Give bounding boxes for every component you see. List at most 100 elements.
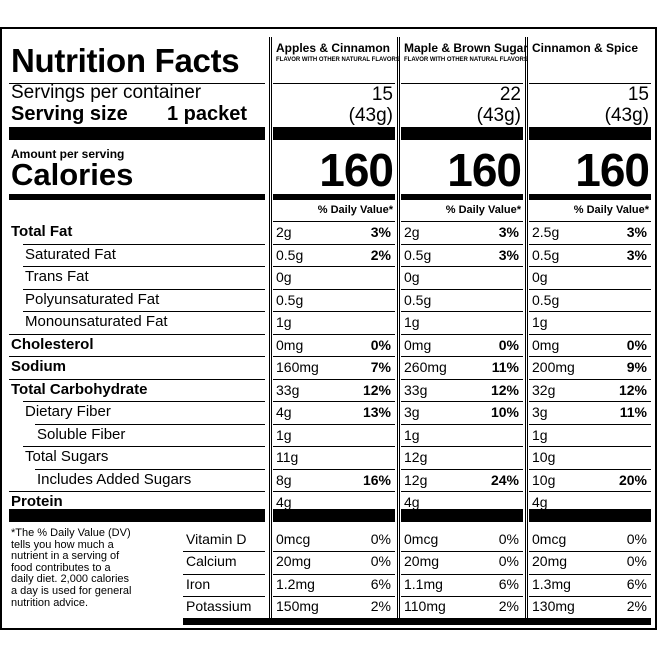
vitamin-daily-value: 0%: [498, 531, 519, 547]
nutrient-daily-value: 9%: [626, 359, 647, 375]
column-flavor-subtitle: FLAVOR WITH OTHER NATURAL FLAVORS: [404, 57, 528, 63]
calories-label: Calories: [11, 157, 134, 192]
column-flavor-name: Maple & Brown Sugar: [404, 41, 529, 55]
column-servings: 22: [499, 84, 521, 105]
column-row-divider: [401, 446, 523, 447]
column-row-divider: [401, 311, 523, 312]
nutrient-amount: 0mg: [404, 336, 432, 353]
row-divider: [35, 468, 265, 470]
vitamin-amount: 130mg: [532, 597, 575, 614]
column-thick-bar-1: [401, 127, 523, 140]
nutrient-daily-value: 3%: [626, 224, 647, 240]
nutrient-amount: 0g: [276, 269, 292, 285]
vitamin-name: Potassium: [186, 597, 252, 614]
amount-per-serving: Amount per serving: [11, 147, 125, 161]
column-vitamin-divider: [529, 595, 651, 597]
column-row-divider: [529, 401, 651, 402]
nutrient-daily-value: 7%: [370, 359, 391, 375]
nutrient-daily-value: 3%: [626, 246, 647, 263]
column-vitamin-divider: [529, 551, 651, 553]
footnote-line: *The % Daily Value (DV): [11, 527, 131, 539]
column-row-divider: [273, 446, 395, 447]
vitamin-amount: 20mg: [404, 553, 440, 570]
column-row-divider: [401, 288, 523, 290]
column-row-divider: [401, 468, 523, 470]
servings-label: Servings per container: [11, 82, 202, 103]
row-divider: [23, 288, 265, 290]
nutrient-daily-value: 12%: [490, 381, 519, 398]
column-row-divider: [529, 423, 651, 425]
nutrient-amount: 260mg: [404, 359, 447, 375]
column-daily-value-header: % Daily Value*: [317, 204, 393, 216]
bottom-bar: [183, 618, 651, 625]
vitamin-amount: 1.3mg: [532, 575, 571, 592]
nutrient-amount: 33g: [404, 381, 428, 398]
nutrition-facts-panel: Nutrition Facts Servings per container S…: [0, 27, 657, 630]
column-row-divider: [401, 333, 523, 335]
vitamin-daily-value: 0%: [498, 553, 519, 570]
column-header-divider: [401, 83, 523, 84]
nutrient-daily-value: 0%: [370, 336, 391, 353]
column-flavor-name: Apples & Cinnamon: [276, 41, 391, 55]
column-vitamin-divider: [401, 551, 523, 553]
nutrient-daily-value: 12%: [362, 381, 391, 398]
column-servings: 15: [371, 84, 393, 105]
nutrient-amount: 1g: [532, 314, 548, 330]
column-row-divider: [529, 446, 651, 447]
column-header-divider: [529, 83, 651, 84]
column-serving-size: (43g): [604, 105, 649, 126]
nutrient-amount: 160mg: [276, 359, 319, 375]
column-daily-value-header: % Daily Value*: [445, 204, 521, 216]
nutrient-amount: 0.5g: [532, 246, 560, 263]
column-flavor-subtitle: FLAVOR WITH OTHER NATURAL FLAVORS: [276, 57, 400, 63]
column-daily-value-header: % Daily Value*: [573, 204, 649, 216]
nutrient-amount: 4g: [276, 494, 292, 510]
column-servings: 15: [627, 84, 649, 105]
nutrient-daily-value: 16%: [362, 471, 391, 488]
column-calories: 160: [447, 144, 522, 196]
nutrient-name: Dietary Fiber: [25, 403, 111, 420]
footnote-line: tells you how much a: [11, 538, 114, 551]
vitamin-daily-value: 6%: [626, 575, 647, 592]
footnote-line: a day is used for general: [11, 585, 132, 597]
column-serving-size: (43g): [476, 105, 521, 126]
nutrient-daily-value: 2%: [370, 246, 391, 263]
footnote-line: food contributes to a: [11, 561, 111, 574]
nutrient-amount: 0g: [404, 269, 420, 285]
column-calories: 160: [575, 144, 650, 196]
nutrient-daily-value: 13%: [362, 404, 391, 420]
column-row-divider: [273, 356, 395, 357]
nutrient-amount: 0.5g: [276, 291, 304, 308]
nutrient-name: Saturated Fat: [25, 245, 116, 263]
nutrient-amount: 3g: [532, 404, 548, 420]
column-calories: 160: [319, 144, 394, 196]
vitamin-daily-value: 6%: [498, 575, 519, 592]
nutrient-amount: 11g: [276, 449, 299, 465]
column-row-divider: [273, 243, 395, 245]
column-thick-bar-2: [529, 194, 651, 200]
nutrient-daily-value: 3%: [370, 224, 391, 240]
nutrient-amount: 0mg: [532, 336, 560, 353]
nutrient-name: Total Fat: [11, 223, 73, 240]
column-row-divider: [273, 221, 395, 222]
column-vitamin-divider: [401, 595, 523, 597]
row-divider: [9, 378, 265, 380]
row-divider: [9, 491, 265, 492]
vitamin-daily-value: 2%: [370, 597, 391, 614]
nutrient-amount: 0g: [532, 269, 548, 285]
footnote-line: nutrition advice.: [11, 596, 89, 609]
nutrient-amount: 10g: [532, 471, 556, 488]
footnote-line: nutrient in a serving of: [11, 550, 120, 563]
row-divider: [23, 243, 265, 245]
nutrient-name: Protein: [11, 493, 63, 510]
nutrient-amount: 0.5g: [276, 246, 304, 263]
column-row-divider: [529, 468, 651, 470]
nutrient-amount: 12g: [404, 471, 428, 488]
column-row-divider: [529, 378, 651, 380]
column-row-divider: [273, 401, 395, 402]
nutrient-name: Total Carbohydrate: [11, 380, 148, 398]
row-divider: [23, 401, 265, 402]
column-thick-bar-3: [401, 509, 523, 522]
nutrient-amount: 4g: [532, 494, 548, 510]
vitamin-amount: 1.2mg: [276, 575, 315, 592]
